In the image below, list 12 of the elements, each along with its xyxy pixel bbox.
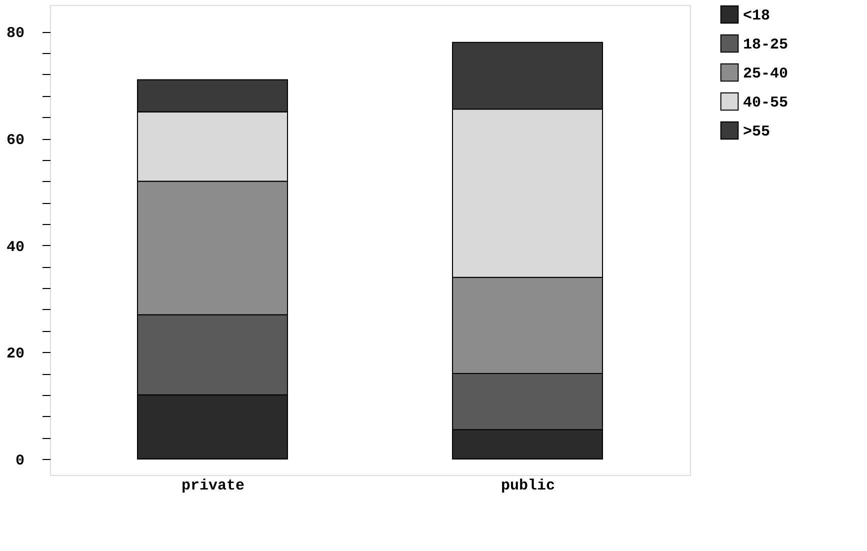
- legend-label: <18: [743, 8, 770, 24]
- y-tick-label: 40: [6, 238, 24, 256]
- x-tick-label: public: [500, 478, 556, 494]
- legend-label: 25-40: [743, 66, 788, 82]
- x-tick-label: private: [181, 478, 245, 494]
- y-tick-label: 0: [15, 452, 24, 470]
- legend-label: >55: [743, 124, 770, 140]
- legend-label: 40-55: [743, 94, 788, 112]
- y-tick-label: 80: [6, 25, 24, 42]
- y-tick-label: 60: [6, 132, 24, 150]
- y-tick-label: 20: [6, 346, 24, 363]
- legend-label: 18-25: [743, 36, 788, 54]
